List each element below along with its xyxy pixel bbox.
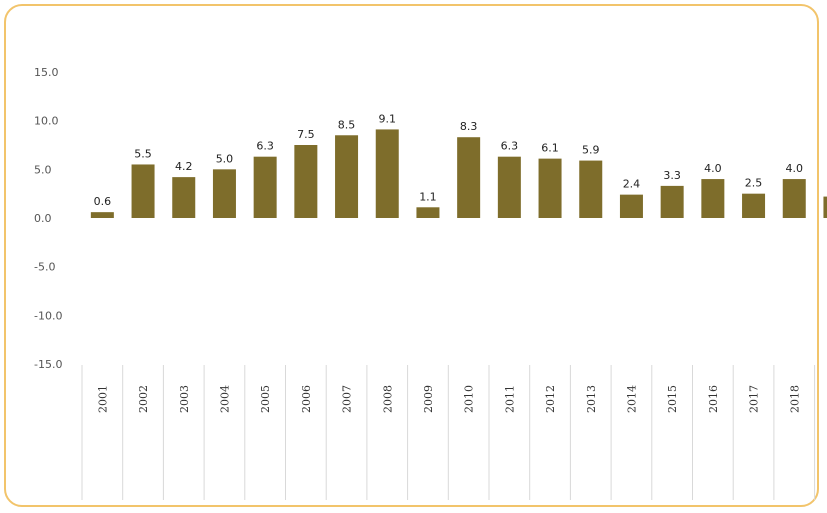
data-label: 5.9 bbox=[582, 144, 600, 157]
data-label: 6.3 bbox=[256, 140, 274, 153]
data-label: 5.5 bbox=[134, 147, 152, 160]
bar-2007 bbox=[335, 135, 359, 218]
y-tick-label: 0.0 bbox=[34, 212, 52, 225]
category-label: 2005 bbox=[259, 385, 272, 413]
data-label: 8.5 bbox=[338, 118, 356, 131]
bar-2006 bbox=[294, 145, 318, 218]
bar-2011 bbox=[497, 156, 521, 218]
data-label: 2.5 bbox=[745, 177, 763, 190]
bar-2014 bbox=[619, 194, 643, 218]
category-label: 2011 bbox=[503, 385, 516, 413]
category-label: 2012 bbox=[544, 385, 557, 413]
chart-frame bbox=[4, 4, 819, 507]
data-label: 6.3 bbox=[501, 140, 519, 153]
category-label: 2013 bbox=[585, 385, 598, 413]
bar-2003 bbox=[172, 177, 196, 218]
bar-2013 bbox=[579, 160, 603, 218]
y-tick-label: 5.0 bbox=[34, 163, 52, 176]
y-tick-label: -5.0 bbox=[34, 261, 55, 274]
bar-2002 bbox=[131, 164, 155, 218]
category-label: 2003 bbox=[178, 385, 191, 413]
category-label: 2008 bbox=[381, 385, 394, 413]
category-label: 2016 bbox=[707, 385, 720, 413]
bar-2017 bbox=[742, 193, 766, 218]
data-label: 5.0 bbox=[216, 152, 234, 165]
category-label: 2010 bbox=[463, 385, 476, 413]
bar-2019 bbox=[823, 196, 827, 218]
data-label: 3.3 bbox=[663, 169, 681, 182]
y-tick-label: 15.0 bbox=[34, 66, 59, 79]
category-label: 2009 bbox=[422, 385, 435, 413]
bar-2018 bbox=[782, 179, 806, 218]
bar-2001 bbox=[90, 212, 114, 218]
category-label: 2001 bbox=[96, 385, 109, 413]
data-label: 4.2 bbox=[175, 160, 193, 173]
data-label: 7.5 bbox=[297, 128, 315, 141]
bar-2009 bbox=[416, 207, 440, 218]
category-label: 2006 bbox=[300, 385, 313, 413]
bar-2012 bbox=[538, 158, 562, 218]
data-label: 1.1 bbox=[419, 190, 437, 203]
category-label: 2018 bbox=[788, 385, 801, 413]
bar-2004 bbox=[212, 169, 236, 218]
y-tick-label: -10.0 bbox=[34, 309, 62, 322]
category-label: 2002 bbox=[137, 385, 150, 413]
data-label: 4.0 bbox=[786, 162, 804, 175]
y-tick-label: 10.0 bbox=[34, 115, 59, 128]
bar-2015 bbox=[660, 185, 684, 218]
category-label: 2015 bbox=[666, 385, 679, 413]
bar-2008 bbox=[375, 129, 399, 218]
data-label: 9.1 bbox=[379, 112, 397, 125]
bar-2016 bbox=[701, 179, 725, 218]
data-label: 6.1 bbox=[541, 142, 559, 155]
category-label: 2004 bbox=[218, 385, 231, 413]
category-label: 2014 bbox=[625, 385, 638, 413]
bar-2005 bbox=[253, 156, 277, 218]
category-label: 2007 bbox=[341, 385, 354, 413]
data-label: 2.4 bbox=[623, 178, 641, 191]
bar-2010 bbox=[457, 137, 481, 218]
data-label: 0.6 bbox=[94, 195, 112, 208]
data-label: 8.3 bbox=[460, 120, 478, 133]
y-tick-label: -15.0 bbox=[34, 358, 62, 371]
data-label: 4.0 bbox=[704, 162, 722, 175]
category-label: 2017 bbox=[748, 385, 761, 413]
